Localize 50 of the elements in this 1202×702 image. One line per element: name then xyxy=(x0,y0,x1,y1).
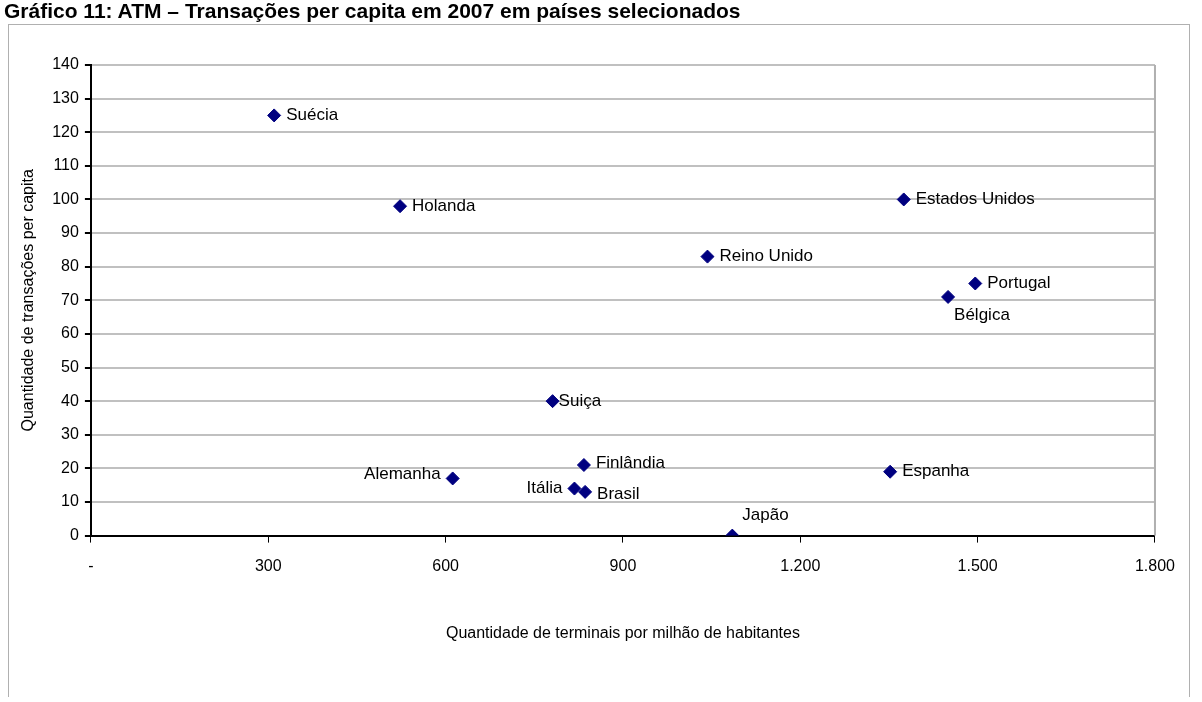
annotation: Japão xyxy=(742,505,789,525)
point xyxy=(393,199,408,214)
point xyxy=(578,484,593,499)
point xyxy=(968,276,983,291)
point xyxy=(941,289,956,304)
y-tick-label: 110 xyxy=(53,156,79,174)
x-tick-label: 1.500 xyxy=(957,556,998,574)
y-tick-label: 50 xyxy=(61,357,79,375)
annotation: Holanda xyxy=(412,195,476,215)
annotation: Brasil xyxy=(597,483,640,503)
annotation: Reino Unido xyxy=(719,246,814,266)
annotation: Suécia xyxy=(286,105,339,125)
x-tick-label: 600 xyxy=(432,556,460,574)
annotation: Finlândia xyxy=(595,452,666,472)
point xyxy=(267,108,282,123)
x-tick-label: 900 xyxy=(609,556,637,574)
y-tick-label: 40 xyxy=(61,391,79,409)
point xyxy=(445,471,460,486)
point xyxy=(545,394,560,409)
x-axis-title: Quantidade de terminais por milhão de habitantes xyxy=(445,623,800,641)
y-axis-title: Quantidade de transações per capita xyxy=(19,169,37,432)
point xyxy=(896,192,911,207)
x-tick-label: - xyxy=(88,556,94,574)
point xyxy=(883,464,898,479)
y-tick-label: 90 xyxy=(61,223,79,241)
annotation: Alemanha xyxy=(364,464,442,484)
x-tick-label: 1.800 xyxy=(1134,556,1176,574)
annotation: Espanha xyxy=(902,461,970,481)
y-tick-label: 70 xyxy=(61,290,79,308)
y-tick-label: 130 xyxy=(52,89,79,107)
x-tick-label: 1.200 xyxy=(780,556,821,574)
y-tick-label: 120 xyxy=(52,122,79,140)
y-tick-label: 100 xyxy=(52,189,79,207)
point xyxy=(700,249,715,264)
annotation: Itália xyxy=(526,478,563,498)
point xyxy=(567,481,582,496)
y-tick-label: 140 xyxy=(52,55,79,73)
annotation: Suiça xyxy=(558,390,602,410)
annotation: Estados Unidos xyxy=(915,189,1035,209)
y-tick-label: 0 xyxy=(69,526,79,544)
y-tick-label: 10 xyxy=(61,492,79,510)
y-tick-label: 60 xyxy=(61,324,79,342)
point xyxy=(576,458,591,473)
annotation: Portugal xyxy=(987,273,1051,293)
annotation: Bélgica xyxy=(954,304,1011,324)
y-tick-label: 80 xyxy=(61,257,79,275)
chart-title: Gráfico 11: ATM – Transações per capita em 2007 em países selecionados xyxy=(3,0,742,24)
x-tick-label: 300 xyxy=(254,556,282,574)
y-tick-label: 20 xyxy=(61,458,79,476)
y-tick-label: 30 xyxy=(61,425,79,443)
